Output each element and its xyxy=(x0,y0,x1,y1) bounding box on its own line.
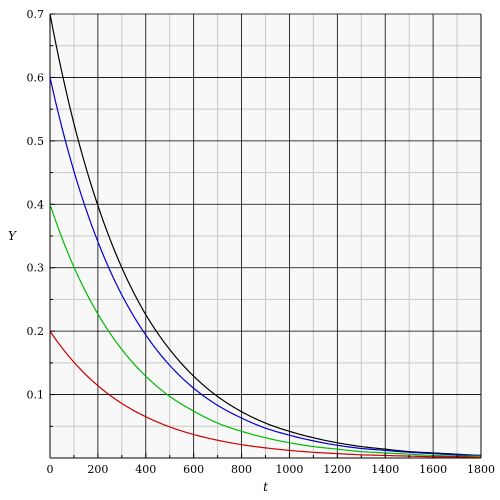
series-line-1 xyxy=(49,13,482,457)
x-tick-label: 200 xyxy=(87,463,108,476)
x-tick-label: 1000 xyxy=(275,463,303,476)
x-tick-labels: 0 200 400 600 800 1000 1200 1400 1600 1800 xyxy=(47,463,496,476)
x-tick-label: 1800 xyxy=(467,463,495,476)
y-tick-labels: 0.1 0.2 0.3 0.4 0.5 0.6 0.7 xyxy=(27,8,45,402)
tick-layer xyxy=(49,13,482,459)
y-tick-label: 0.5 xyxy=(27,135,45,148)
series-line-3 xyxy=(49,204,481,457)
x-tick-label: 1600 xyxy=(419,463,447,476)
y-tick-label: 0.6 xyxy=(27,71,45,84)
y-tick-label: 0.2 xyxy=(27,325,45,338)
x-tick-label: 1400 xyxy=(371,463,399,476)
y-tick-label: 0.3 xyxy=(27,262,45,275)
series-line-2 xyxy=(49,77,482,457)
y-tick-label: 0.7 xyxy=(27,8,45,21)
x-tick-label: 0 xyxy=(47,463,54,476)
x-tick-label: 600 xyxy=(183,463,204,476)
y-tick-label: 0.1 xyxy=(27,389,45,402)
x-tick-label: 1200 xyxy=(323,463,351,476)
minor-grid xyxy=(50,14,481,458)
y-axis-label: Y xyxy=(8,229,17,243)
x-tick-label: 800 xyxy=(231,463,252,476)
x-tick-label: 400 xyxy=(135,463,156,476)
x-axis-label: t xyxy=(263,480,268,494)
y-tick-label: 0.4 xyxy=(27,198,45,211)
